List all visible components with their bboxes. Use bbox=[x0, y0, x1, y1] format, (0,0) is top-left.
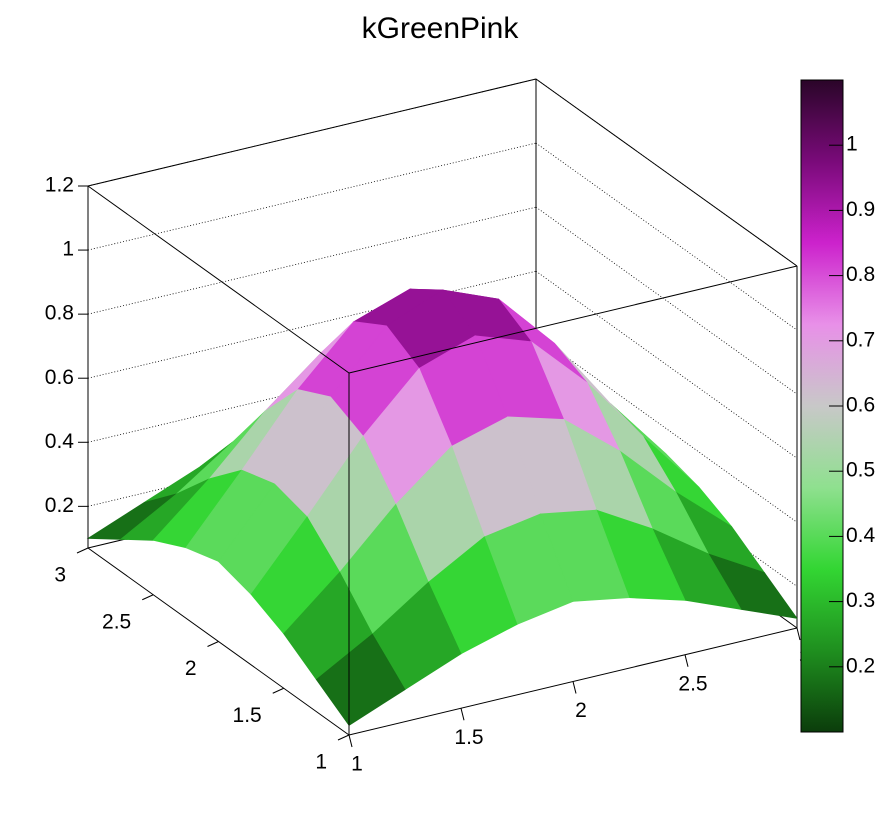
chart-title: kGreenPink bbox=[362, 12, 520, 45]
colorbar-tick-label: 0.6 bbox=[846, 394, 875, 417]
grid-line bbox=[535, 270, 798, 459]
surface-cell bbox=[315, 633, 406, 726]
z-tick-label: 1.2 bbox=[45, 174, 74, 197]
y-tick-label: 3 bbox=[54, 564, 66, 587]
y-tick bbox=[207, 641, 219, 647]
y-tick bbox=[142, 594, 154, 601]
y-tick-label: 2 bbox=[185, 657, 197, 680]
box-edge bbox=[87, 78, 537, 187]
grid-line bbox=[535, 334, 798, 523]
x-tick bbox=[796, 627, 801, 641]
colorbar-tick-label: 0.8 bbox=[846, 263, 875, 286]
colorbar-tick-label: 0.7 bbox=[846, 328, 875, 351]
x-tick-label: 2.5 bbox=[678, 672, 707, 695]
colorbar-tick-label: 0.2 bbox=[846, 654, 875, 677]
x-tick-label: 1.5 bbox=[454, 726, 483, 749]
x-tick-label: 2 bbox=[575, 699, 587, 722]
y-tick-label: 2.5 bbox=[102, 610, 131, 633]
z-tick-label: 1 bbox=[62, 238, 74, 261]
grid-line bbox=[535, 206, 798, 395]
grid-line bbox=[535, 142, 798, 331]
colorbar-tick-label: 0.4 bbox=[846, 524, 876, 547]
box-edge bbox=[87, 185, 350, 374]
z-tick-label: 0.2 bbox=[45, 494, 74, 517]
x-tick bbox=[348, 734, 353, 748]
colorbar-tick-label: 0.9 bbox=[846, 198, 875, 221]
colorbar-tick-label: 0.5 bbox=[846, 459, 875, 482]
x-tick bbox=[684, 654, 689, 667]
grid-line bbox=[535, 78, 798, 267]
colorbar-tick-label: 0.3 bbox=[846, 589, 875, 612]
y-tick-label: 1 bbox=[315, 751, 327, 774]
y-tick bbox=[337, 734, 350, 741]
z-tick-label: 0.4 bbox=[45, 430, 75, 453]
x-tick bbox=[572, 681, 577, 694]
y-tick-label: 1.5 bbox=[233, 704, 262, 727]
x-tick-label: 1 bbox=[351, 753, 363, 776]
y-tick bbox=[272, 687, 284, 694]
z-tick-label: 0.8 bbox=[45, 302, 74, 325]
y-tick bbox=[76, 547, 89, 554]
z-tick-label: 0.6 bbox=[45, 366, 74, 389]
colorbar-tick-label: 1 bbox=[846, 133, 858, 156]
box-edge bbox=[348, 265, 798, 374]
x-tick bbox=[460, 708, 465, 721]
grid-line bbox=[535, 399, 798, 587]
